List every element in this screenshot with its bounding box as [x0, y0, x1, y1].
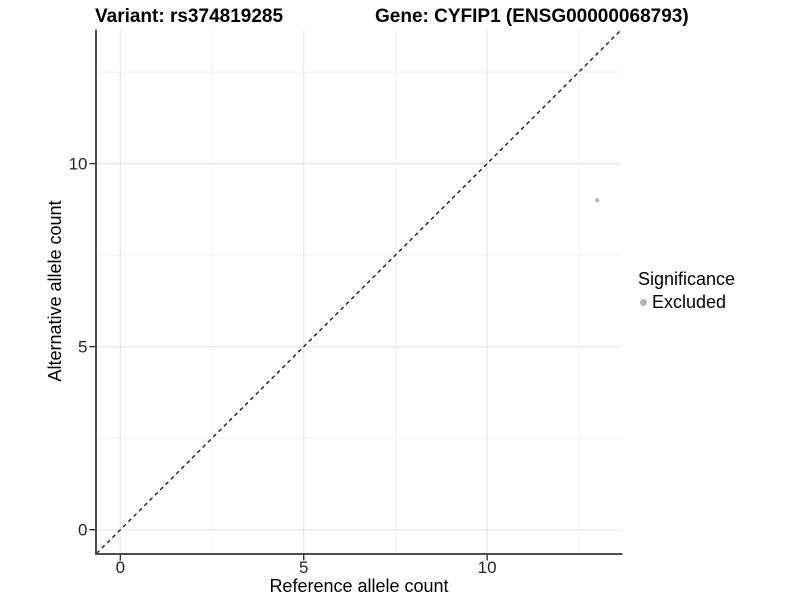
legend-entry-excluded: Excluded	[638, 291, 735, 313]
identity-line	[96, 29, 622, 554]
y-tick-label: 10	[69, 155, 88, 174]
x-tick-label: 5	[299, 558, 308, 577]
legend-entry-label: Excluded	[652, 292, 727, 312]
y-tick-label: 0	[78, 521, 87, 540]
y-tick-label: 5	[78, 338, 87, 357]
legend: Significance Excluded	[638, 268, 735, 313]
x-tick-label: 10	[478, 558, 497, 577]
plot-title-gene: Gene: CYFIP1 (ENSG00000068793)	[375, 6, 689, 27]
data-point	[594, 197, 600, 203]
legend-title: Significance	[638, 269, 736, 289]
legend-key-dot-icon	[640, 298, 647, 306]
y-axis-title: Alternative allele count	[45, 200, 65, 382]
plot-title-variant: Variant: rs374819285	[95, 6, 284, 27]
x-axis-title: Reference allele count	[269, 576, 449, 596]
x-tick-label: 0	[116, 558, 125, 577]
